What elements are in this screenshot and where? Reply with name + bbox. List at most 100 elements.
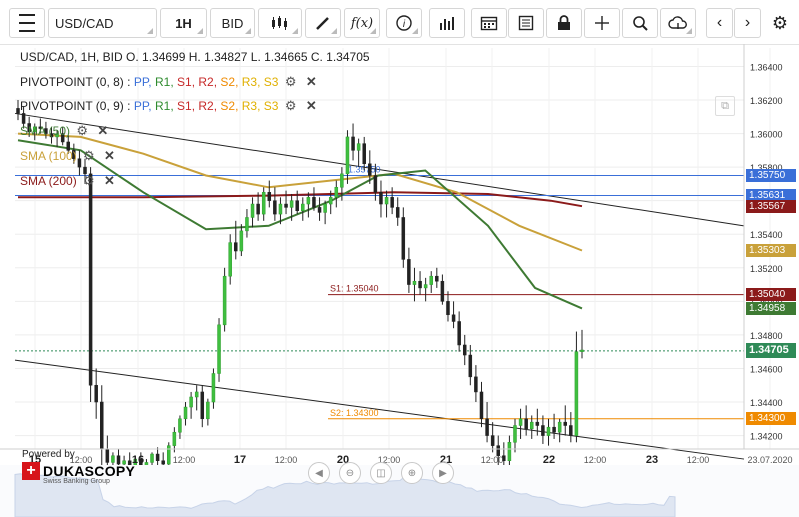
pivot-name: PIVOTPOINT (0, 9): [20, 99, 124, 113]
timeframe-select[interactable]: 1H: [160, 8, 207, 38]
y-tick-label: 1.35200: [750, 264, 783, 274]
close-icon[interactable]: ✕: [97, 123, 109, 138]
candle-body: [395, 207, 400, 218]
candle: [77, 150, 82, 176]
dropdown-corner-icon: [292, 28, 298, 34]
candle: [234, 220, 238, 260]
info-button[interactable]: i: [386, 8, 422, 38]
dropdown-corner-icon: [245, 28, 251, 34]
candle: [457, 311, 461, 352]
menu-button[interactable]: [9, 8, 45, 38]
calendar-button[interactable]: [471, 8, 507, 38]
y-tick-label: 1.34400: [750, 398, 783, 408]
dukascopy-logo: + DUKASCOPY Swiss Banking Group: [22, 462, 135, 485]
price-chart[interactable]: 1.35750 S1: 1.35040 S2: 1.34300 1.36400 1.3…: [0, 44, 799, 517]
candle: [312, 187, 316, 211]
candle: [250, 197, 255, 228]
candle-body: [183, 406, 188, 420]
side-select[interactable]: BID: [210, 8, 255, 38]
candle: [401, 207, 406, 268]
pivot-legend-2: PIVOTPOINT (0, 9) : PP, R1, S1, R2, S2, …: [20, 98, 317, 114]
candle-body: [507, 442, 512, 461]
candle-body: [552, 426, 556, 433]
gear-icon[interactable]: ⚙: [284, 98, 297, 113]
close-icon[interactable]: ✕: [305, 74, 317, 89]
triangle-right-icon: ▶: [439, 467, 447, 479]
candle-body: [479, 391, 484, 420]
symbol-select[interactable]: USD/CAD: [48, 8, 157, 38]
volume-button[interactable]: [429, 8, 465, 38]
candle-body: [557, 421, 562, 433]
scroll-left-button[interactable]: ‹: [706, 8, 733, 38]
draw-button[interactable]: [305, 8, 341, 38]
candle: [524, 405, 528, 436]
candle-body: [33, 126, 37, 133]
candle-body: [429, 275, 433, 285]
gear-icon[interactable]: ⚙: [83, 148, 95, 163]
draw-pen-icon: [316, 17, 329, 30]
candle-body: [407, 259, 411, 285]
settings-button[interactable]: ⚙: [765, 8, 795, 38]
nav-zoom-out-button[interactable]: ⊖: [339, 462, 361, 484]
scroll-right-button[interactable]: ›: [734, 8, 761, 38]
candle-body: [278, 203, 283, 215]
price-tag: 1.35040: [746, 288, 796, 302]
nav-fit-button[interactable]: ◫: [370, 462, 392, 484]
pivot-s2: S2,: [220, 75, 239, 89]
candle-body: [306, 197, 311, 205]
candle-body: [569, 425, 573, 436]
gear-icon[interactable]: ⚙: [284, 74, 297, 89]
zoom-button[interactable]: [622, 8, 658, 38]
expand-chart-button[interactable]: ⧉: [715, 96, 735, 116]
close-icon[interactable]: ✕: [104, 173, 115, 188]
nav-forward-button[interactable]: ▶: [432, 462, 454, 484]
candle: [83, 158, 87, 184]
y-tick-label: 1.34200: [750, 432, 783, 442]
news-button[interactable]: [508, 8, 544, 38]
news-icon: [518, 15, 534, 31]
indicators-button[interactable]: f(x): [344, 8, 380, 38]
sma200-legend: SMA (200) ⚙ ✕: [20, 173, 115, 189]
candle-body: [323, 203, 327, 213]
close-icon[interactable]: ✕: [305, 98, 317, 113]
candle-body: [502, 455, 506, 461]
candle-body: [384, 197, 389, 205]
gear-icon[interactable]: ⚙: [76, 123, 89, 138]
candle: [33, 123, 37, 141]
candle: [172, 427, 177, 453]
candle: [284, 190, 288, 215]
crosshair-button[interactable]: [584, 8, 620, 38]
candle: [267, 180, 272, 208]
chart-type-button[interactable]: [258, 8, 302, 38]
timeframe-label: 1H: [175, 15, 192, 31]
candle: [21, 106, 26, 129]
candle: [384, 190, 389, 218]
candle: [390, 187, 394, 215]
candle-body: [21, 113, 26, 124]
zoom-icon: [633, 16, 648, 31]
close-icon[interactable]: ✕: [104, 148, 115, 163]
candle: [379, 180, 383, 218]
pivot-s3: S3: [263, 99, 279, 113]
nav-back-button[interactable]: ◀: [308, 462, 330, 484]
gear-icon[interactable]: ⚙: [83, 173, 95, 188]
y-tick-label: 1.34800: [750, 331, 783, 341]
nav-zoom-in-button[interactable]: ⊕: [401, 462, 423, 484]
candle-body: [345, 136, 350, 175]
cloud-button[interactable]: [660, 8, 696, 38]
candle: [211, 368, 216, 409]
lock-button[interactable]: [546, 8, 582, 38]
candle-body: [122, 460, 126, 465]
candle-body: [72, 150, 76, 159]
candle: [446, 291, 450, 322]
y-tick-label: 1.36400: [750, 62, 783, 72]
chart-area[interactable]: 1.35750 S1: 1.35040 S2: 1.34300 1.36400 1.3…: [0, 44, 799, 517]
candle: [60, 126, 65, 146]
candle-body: [462, 344, 467, 356]
candle-body: [150, 453, 154, 463]
candle: [222, 267, 227, 332]
x-tick-label: 23: [646, 454, 658, 466]
candle-body: [194, 391, 199, 398]
candle-body: [100, 401, 104, 450]
candle: [440, 274, 445, 305]
